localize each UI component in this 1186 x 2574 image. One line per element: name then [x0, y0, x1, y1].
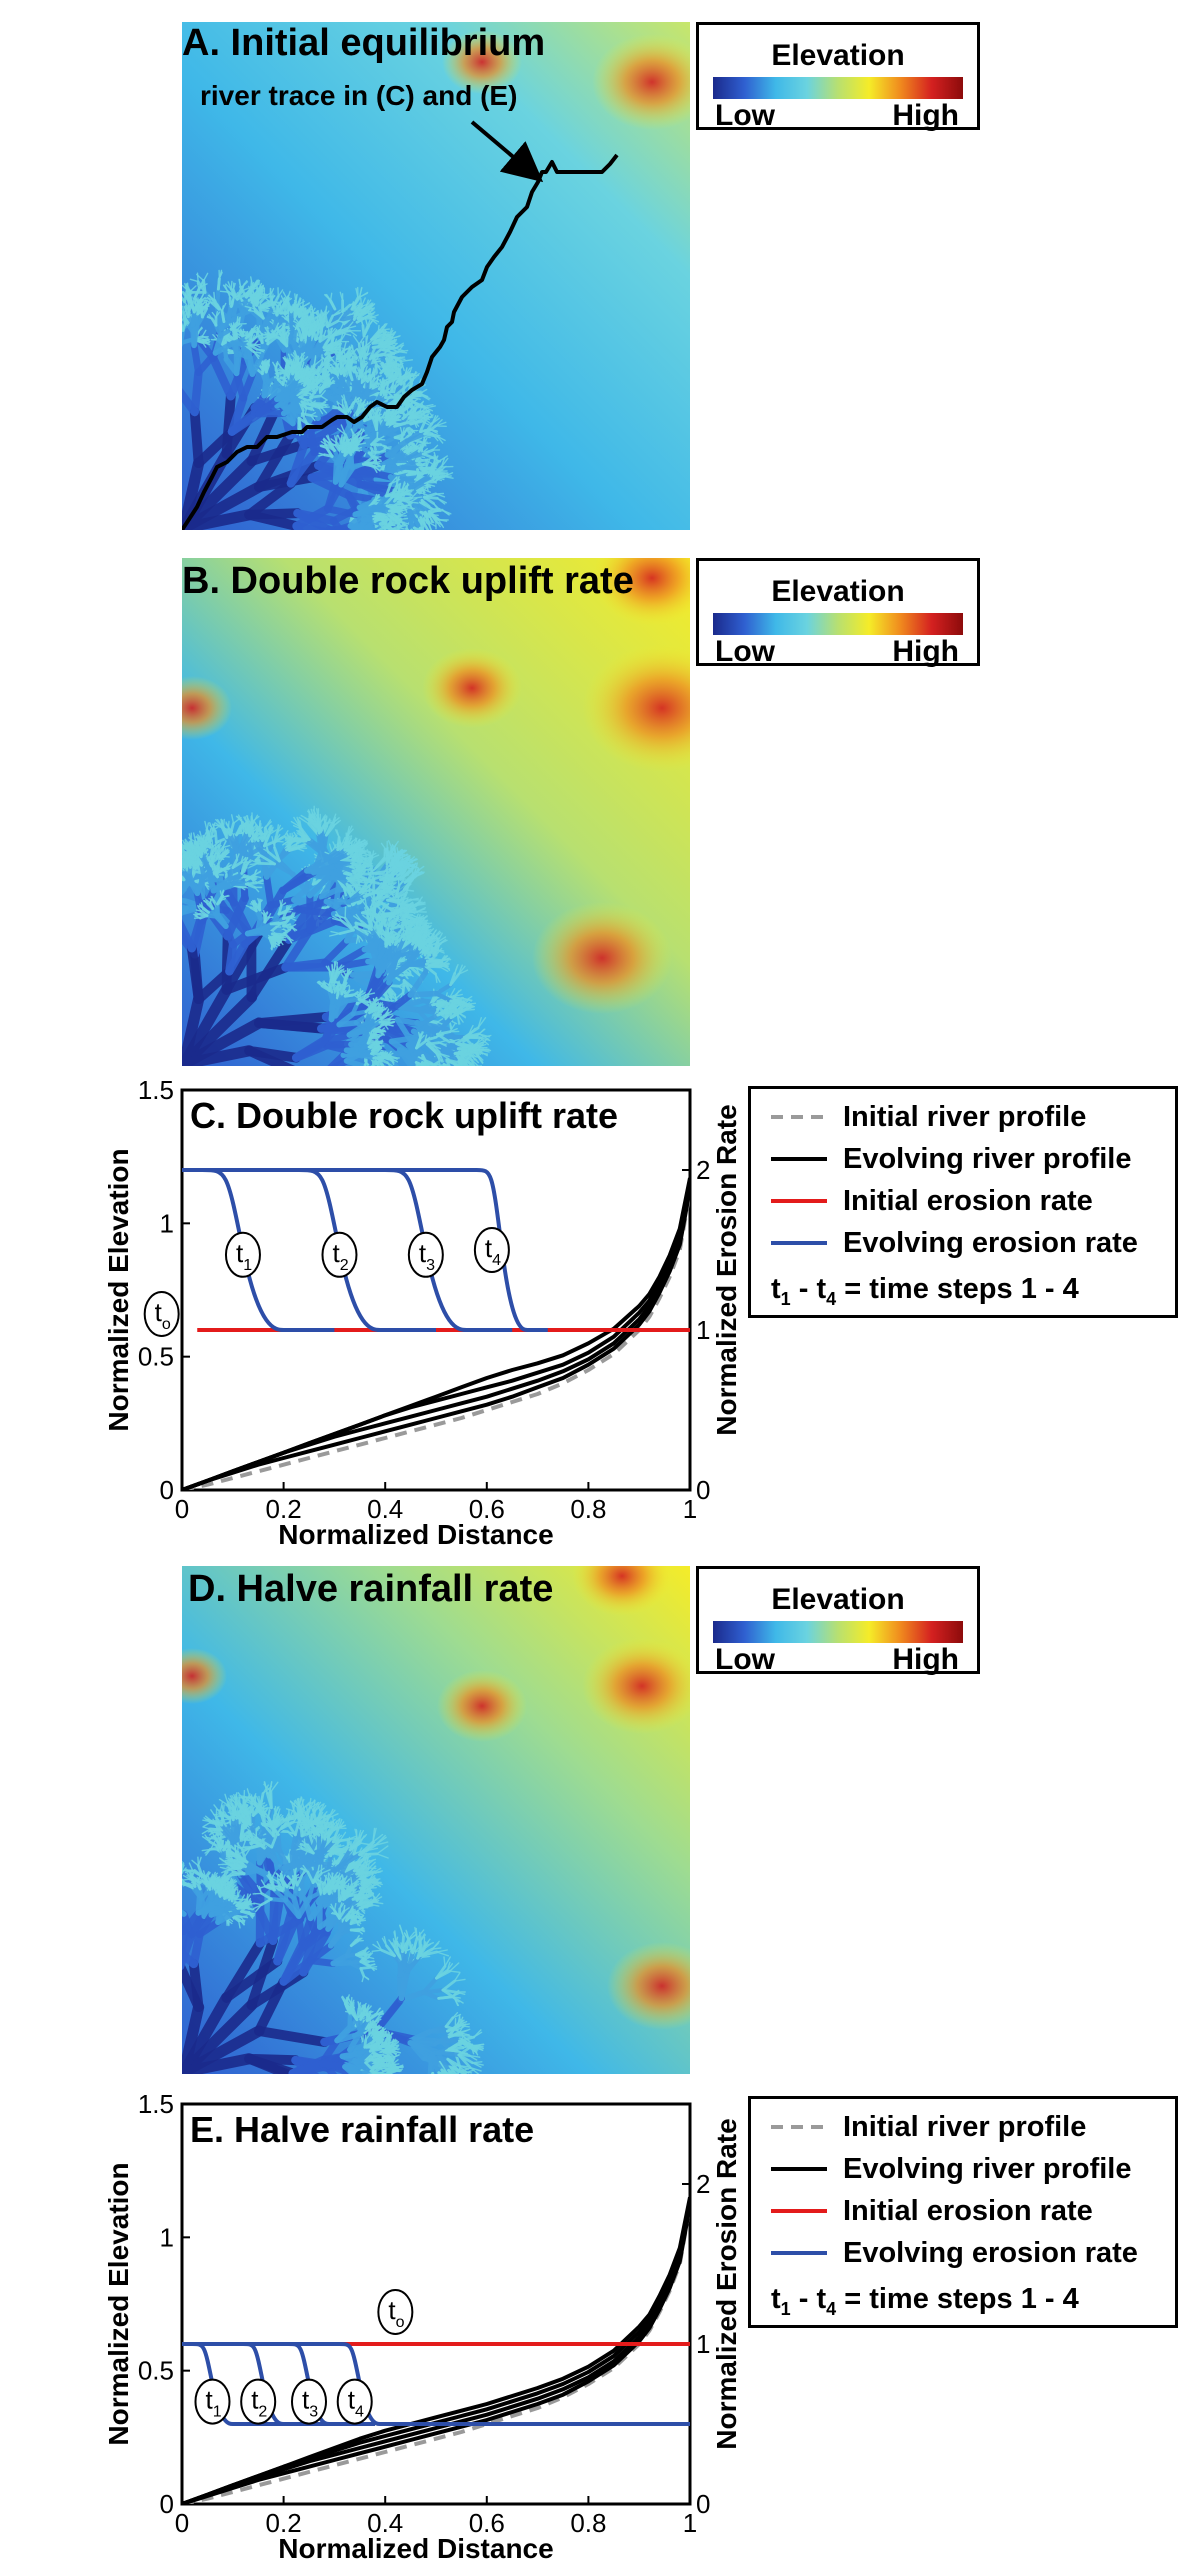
elevation-map-halve-rainfall	[182, 1566, 690, 2074]
key-label-evolving-profile: Evolving river profile	[843, 2152, 1132, 2185]
legend-title: Elevation	[771, 1583, 905, 1616]
y-axis-label: Normalized Elevation	[103, 2162, 134, 2445]
legend-high-label: High	[892, 635, 959, 668]
x-tick-label: 0.8	[570, 2508, 606, 2538]
key-label-initial-profile: Initial river profile	[843, 2110, 1087, 2143]
chart-key-e: Initial river profile Evolving river pro…	[748, 2096, 1178, 2328]
key-label-evolving-erosion: Evolving erosion rate	[843, 1226, 1138, 1259]
time-step-label: t2	[240, 2378, 277, 2425]
plot-frame	[180, 2102, 692, 2506]
panel-b-title: B. Double rock uplift rate	[182, 560, 634, 602]
elevation-colorbar	[713, 613, 963, 635]
y-tick-label: 1.5	[138, 2089, 174, 2119]
time-step-label: to	[143, 1291, 180, 1337]
legend-title: Elevation	[771, 39, 905, 72]
y2-tick-label: 0	[696, 2489, 710, 2519]
x-tick-label: 0	[175, 2508, 189, 2538]
y-tick-label: 0	[160, 2489, 174, 2519]
plot-area	[182, 2196, 690, 2504]
chart-key-c: Initial river profile Evolving river pro…	[748, 1086, 1178, 1318]
y2-tick-label: 0	[696, 1475, 710, 1505]
time-step-label: t3	[291, 2378, 327, 2425]
x-tick-label: 0.8	[570, 1494, 606, 1524]
x-axis-label: Normalized Distance	[278, 2533, 553, 2564]
x-tick-label: 0.4	[367, 2508, 403, 2538]
time-step-label: t4	[473, 1227, 510, 1273]
key-label-initial-erosion: Initial erosion rate	[843, 2194, 1093, 2227]
key-row-initial-erosion: Initial erosion rate	[771, 1181, 1093, 1221]
y-tick-label: 0.5	[138, 1342, 174, 1372]
elevation-map-double-uplift	[182, 558, 690, 1066]
key-label-initial-erosion: Initial erosion rate	[843, 1184, 1093, 1217]
key-row-evolving-erosion: Evolving erosion rate	[771, 1223, 1138, 1263]
panel-a-title: A. Initial equilibrium	[182, 22, 546, 64]
y2-tick-label: 2	[696, 2169, 710, 2199]
evolving-river-profile-4	[182, 1177, 690, 1490]
x-tick-label: 1	[683, 2508, 697, 2538]
key-label-evolving-profile: Evolving river profile	[843, 1142, 1132, 1175]
x-tick-label: 0.6	[469, 2508, 505, 2538]
time-step-label: t3	[407, 1231, 444, 1278]
key-time-steps-note: t1 - t4 = time steps 1 - 4	[771, 1273, 1079, 1309]
key-row-evolving-profile: Evolving river profile	[771, 1139, 1131, 1179]
y-tick-label: 1	[160, 2222, 174, 2252]
annotation-arrow	[470, 120, 544, 183]
x-axis-label: Normalized Distance	[278, 1519, 553, 1550]
elevation-colorbar	[713, 77, 963, 99]
key-row-evolving-profile: Evolving river profile	[771, 2149, 1131, 2189]
elevation-legend-d: Elevation Low High	[696, 1566, 980, 1676]
key-row-evolving-erosion: Evolving erosion rate	[771, 2233, 1138, 2273]
river-trace-line	[182, 153, 619, 530]
key-row-initial-profile: Initial river profile	[771, 2107, 1086, 2147]
time-step-label: to	[377, 2289, 414, 2335]
elevation-legend-b: Elevation Low High	[696, 558, 980, 668]
key-label-evolving-erosion: Evolving erosion rate	[843, 2236, 1138, 2269]
key-label-initial-profile: Initial river profile	[843, 1100, 1087, 1133]
elevation-legend-a: Elevation Low High	[696, 22, 980, 132]
y2-tick-label: 1	[696, 2329, 710, 2359]
legend-low-label: Low	[715, 1643, 775, 1676]
initial-river-profile	[182, 1190, 690, 1490]
y-axis-label: Normalized Elevation	[103, 1148, 134, 1431]
y-tick-label: 0.5	[138, 2356, 174, 2386]
y2-axis-label: Normalized Erosion Rate	[711, 1104, 740, 1435]
x-tick-label: 0	[175, 1494, 189, 1524]
key-time-steps-note: t1 - t4 = time steps 1 - 4	[771, 2283, 1079, 2319]
time-step-label: t4	[336, 2378, 373, 2425]
y2-axis-label: Normalized Erosion Rate	[711, 2118, 740, 2449]
legend-high-label: High	[892, 99, 959, 132]
x-tick-label: 0.2	[266, 1494, 302, 1524]
y-tick-label: 0	[160, 1475, 174, 1505]
y2-tick-label: 2	[696, 1155, 710, 1185]
panel-d-title: D. Halve rainfall rate	[188, 1568, 554, 1610]
legend-high-label: High	[892, 1643, 959, 1676]
legend-low-label: Low	[715, 635, 775, 668]
river-trace-overlay	[182, 120, 619, 530]
time-step-label: t2	[321, 1231, 358, 1278]
time-step-label: t1	[224, 1231, 261, 1278]
key-row-initial-profile: Initial river profile	[771, 1097, 1086, 1137]
chart-title: C. Double rock uplift rate	[190, 1095, 618, 1136]
x-tick-label: 0.4	[367, 1494, 403, 1524]
elevation-map-initial	[182, 22, 690, 530]
x-tick-label: 0.2	[266, 2508, 302, 2538]
evolving-river-profile-1	[182, 1188, 690, 1490]
legend-title: Elevation	[771, 575, 905, 608]
elevation-colorbar	[713, 1621, 963, 1643]
river-trace-annotation: river trace in (C) and (E)	[200, 80, 518, 111]
chart-title: E. Halve rainfall rate	[190, 2109, 534, 2150]
key-row-initial-erosion: Initial erosion rate	[771, 2191, 1093, 2231]
x-tick-label: 0.6	[469, 1494, 505, 1524]
plot-area	[182, 1168, 690, 1490]
evolving-river-profile-4	[182, 2196, 690, 2504]
time-step-label: t1	[194, 2378, 231, 2425]
y2-tick-label: 1	[696, 1315, 710, 1345]
y-tick-label: 1	[160, 1208, 174, 1238]
x-tick-label: 1	[683, 1494, 697, 1524]
y-tick-label: 1.5	[138, 1075, 174, 1105]
legend-low-label: Low	[715, 99, 775, 132]
